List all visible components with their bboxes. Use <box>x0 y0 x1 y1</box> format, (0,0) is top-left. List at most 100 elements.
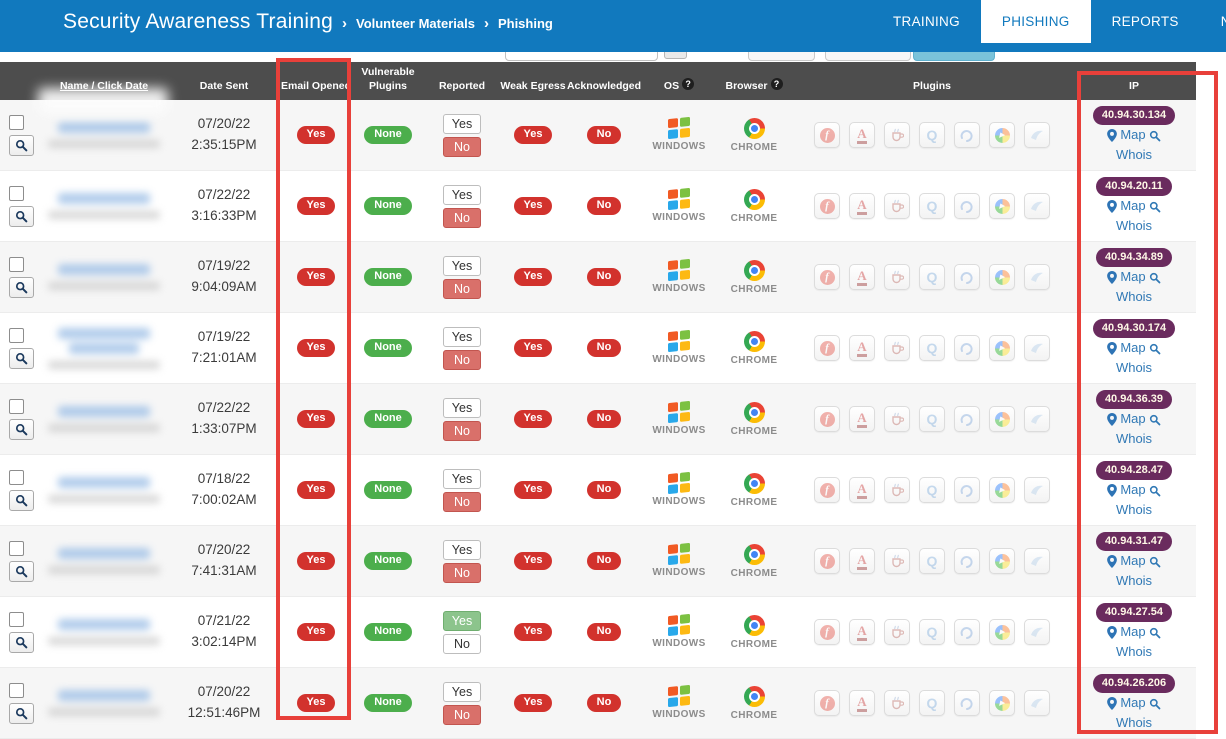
whois-link[interactable]: Whois <box>1115 218 1153 234</box>
row-detail-search-button[interactable] <box>9 276 34 298</box>
map-link[interactable]: Map <box>1107 624 1161 641</box>
name-link[interactable] <box>40 477 168 503</box>
email-opened-badge: Yes <box>296 693 336 713</box>
reported-no-button[interactable]: No <box>443 491 481 512</box>
reported-no-button[interactable]: No <box>443 207 481 228</box>
breadcrumb-phishing[interactable]: Phishing <box>497 15 553 31</box>
name-link[interactable] <box>40 690 168 716</box>
whois-link[interactable]: Whois <box>1115 360 1153 376</box>
browser-help-icon[interactable]: ? <box>770 78 783 91</box>
chrome-icon <box>743 259 765 281</box>
map-link[interactable]: Map <box>1107 411 1161 428</box>
windows-icon <box>668 329 690 353</box>
row-detail-search-button[interactable] <box>9 702 34 724</box>
reported-no-button[interactable]: No <box>443 420 481 441</box>
date-sent-time: 7:21:01AM <box>191 350 257 365</box>
tab-training[interactable]: TRAINING <box>893 14 960 29</box>
reported-no-button[interactable]: No <box>443 349 481 370</box>
browser-cell: CHROME <box>716 614 792 650</box>
reported-yes-button[interactable]: Yes <box>443 610 481 631</box>
reported-yes-button[interactable]: Yes <box>443 539 481 560</box>
map-link[interactable]: Map <box>1107 340 1161 357</box>
email-opened-badge: Yes <box>296 622 336 642</box>
whois-link[interactable]: Whois <box>1115 147 1153 163</box>
table-row: 07/19/22 9:04:09AM Yes None Yes No Yes N… <box>0 242 1196 313</box>
name-link[interactable] <box>40 619 168 645</box>
breadcrumb-volunteer-materials[interactable]: Volunteer Materials <box>355 15 475 31</box>
java-plugin-icon <box>884 619 910 645</box>
adobe-reader-plugin-icon: A <box>849 406 875 432</box>
whois-link[interactable]: Whois <box>1115 573 1153 589</box>
name-link[interactable] <box>40 193 168 219</box>
weak-egress-badge: Yes <box>513 480 553 500</box>
weak-egress-badge: Yes <box>513 693 553 713</box>
row-detail-search-button[interactable] <box>9 560 34 582</box>
reported-yes-button[interactable]: Yes <box>443 397 481 418</box>
whois-link[interactable]: Whois <box>1115 502 1153 518</box>
ip-badge: 40.94.30.174 <box>1092 318 1176 339</box>
table-row: 07/18/22 7:00:02AM Yes None Yes No Yes N… <box>0 455 1196 526</box>
name-link[interactable] <box>40 548 168 574</box>
os-help-icon[interactable]: ? <box>682 78 695 91</box>
adobe-reader-plugin-icon: A <box>849 619 875 645</box>
reported-no-button[interactable]: No <box>443 704 481 725</box>
row-detail-search-button[interactable] <box>9 489 34 511</box>
name-link[interactable] <box>40 327 168 369</box>
name-link[interactable] <box>40 406 168 432</box>
map-pin-icon <box>1107 129 1118 143</box>
quicktime-plugin-icon: Q <box>919 335 945 361</box>
row-checkbox[interactable] <box>9 611 24 627</box>
row-checkbox[interactable] <box>9 327 24 343</box>
browser-label: CHROME <box>730 638 778 650</box>
os-label: WINDOWS <box>652 496 706 507</box>
reported-yes-button[interactable]: Yes <box>443 255 481 276</box>
name-link[interactable] <box>40 122 168 148</box>
chrome-icon <box>743 472 765 494</box>
row-checkbox[interactable] <box>9 114 24 130</box>
row-detail-search-button[interactable] <box>9 418 34 440</box>
map-link[interactable]: Map <box>1107 482 1161 499</box>
whois-link[interactable]: Whois <box>1115 644 1153 660</box>
tab-notifications[interactable]: NOTIFICATIONS <box>1220 14 1226 29</box>
row-checkbox[interactable] <box>9 398 24 414</box>
reported-yes-button[interactable]: Yes <box>443 326 481 347</box>
map-pin-icon <box>1107 555 1118 569</box>
reported-yes-button[interactable]: Yes <box>443 681 481 702</box>
name-link[interactable] <box>40 264 168 290</box>
reported-no-button[interactable]: No <box>443 136 481 157</box>
row-detail-search-button[interactable] <box>9 631 34 653</box>
tab-phishing[interactable]: PHISHING <box>980 0 1091 43</box>
map-link[interactable]: Map <box>1107 198 1161 215</box>
map-link[interactable]: Map <box>1107 127 1161 144</box>
windows-media-player-plugin-icon: ▶ <box>989 335 1015 361</box>
reported-yes-button[interactable]: Yes <box>443 184 481 205</box>
reported-yes-button[interactable]: Yes <box>443 113 481 134</box>
map-search-icon <box>1149 343 1161 355</box>
date-sent-cell: 07/21/22 3:02:14PM <box>168 611 280 653</box>
row-checkbox[interactable] <box>9 469 24 485</box>
map-link[interactable]: Map <box>1107 695 1161 712</box>
ip-badge: 40.94.36.39 <box>1095 389 1173 410</box>
reported-no-button[interactable]: No <box>443 278 481 299</box>
os-label: WINDOWS <box>652 638 706 649</box>
reported-yes-button[interactable]: Yes <box>443 468 481 489</box>
header-weak-egress: Weak Egress <box>500 80 566 93</box>
row-detail-search-button[interactable] <box>9 205 34 227</box>
vulnerable-plugins-badge: None <box>364 125 412 145</box>
reported-no-button[interactable]: No <box>443 633 481 654</box>
row-detail-search-button[interactable] <box>9 347 34 369</box>
map-link[interactable]: Map <box>1107 553 1161 570</box>
map-search-icon <box>1149 698 1161 710</box>
tab-reports[interactable]: REPORTS <box>1111 14 1179 29</box>
row-checkbox[interactable] <box>9 185 24 201</box>
whois-link[interactable]: Whois <box>1115 431 1153 447</box>
quicktime-plugin-icon: Q <box>919 548 945 574</box>
row-checkbox[interactable] <box>9 682 24 698</box>
row-detail-search-button[interactable] <box>9 134 34 156</box>
map-link[interactable]: Map <box>1107 269 1161 286</box>
whois-link[interactable]: Whois <box>1115 289 1153 305</box>
whois-link[interactable]: Whois <box>1115 715 1153 731</box>
reported-no-button[interactable]: No <box>443 562 481 583</box>
row-checkbox[interactable] <box>9 256 24 272</box>
row-checkbox[interactable] <box>9 540 24 556</box>
